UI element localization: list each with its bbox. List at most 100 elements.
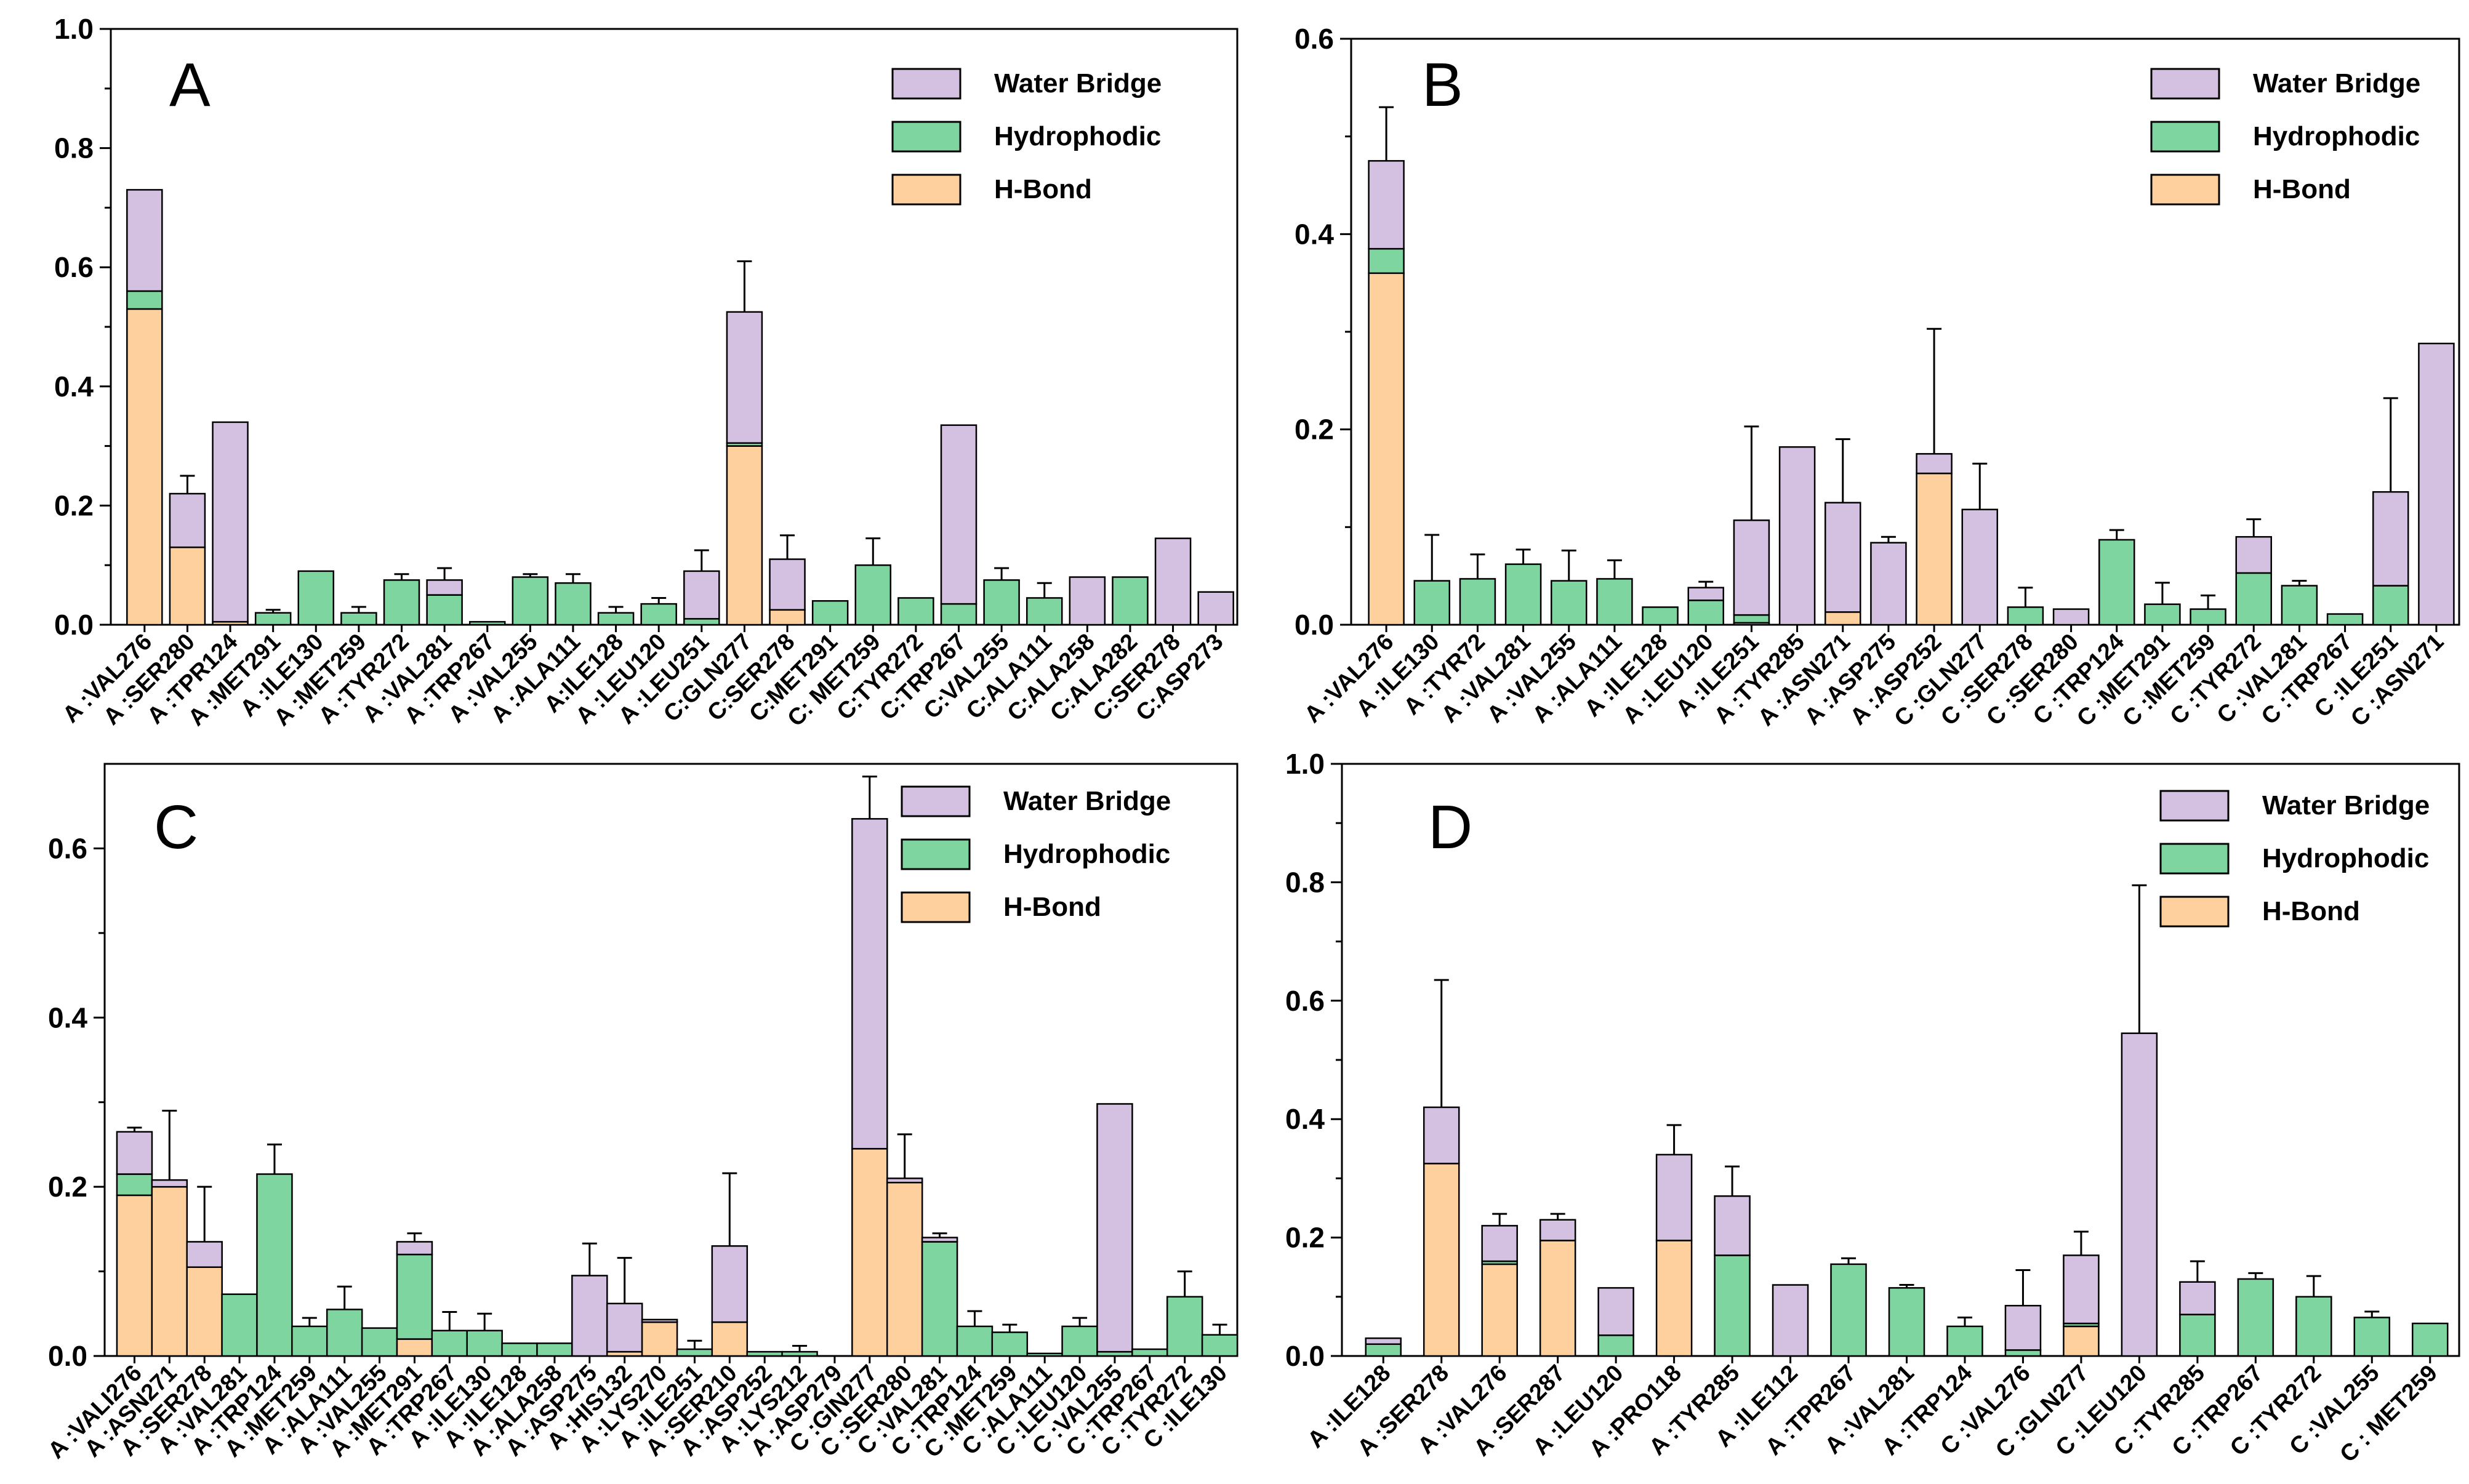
y-tick-label: 0.8: [54, 132, 94, 164]
bar-segment-hydrophodic: [1551, 580, 1588, 626]
bar-segment-water-bridge: [1825, 502, 1861, 613]
bar-segment-h-bond: [151, 1185, 188, 1357]
y-tick-label: 0.6: [54, 251, 94, 283]
y-tick-label: 0.0: [1295, 609, 1334, 641]
bar-segment-hydrophodic: [2237, 1278, 2274, 1357]
bar-segment-hydrophodic: [1642, 606, 1679, 626]
bar-segment-hydrophodic: [1459, 578, 1496, 626]
bar-segment-hydrophodic: [426, 594, 463, 626]
legend-label: Water Bridge: [2253, 68, 2420, 98]
bar-segment-hydrophodic: [1714, 1254, 1751, 1357]
bar-segment-hydrophodic: [361, 1327, 398, 1357]
bar-segment-h-bond: [186, 1266, 223, 1357]
bar-segment-water-bridge: [2418, 342, 2455, 626]
bar-segment-h-bond: [711, 1321, 749, 1357]
bar-segment-water-bridge: [711, 1245, 749, 1323]
legend-label: Hydrophodic: [1003, 839, 1170, 869]
y-tick-label: 0.2: [54, 489, 94, 521]
legend-swatch-water-bridge: [2150, 68, 2220, 100]
bar-segment-hydrophodic: [466, 1330, 503, 1357]
legend-swatch-water-bridge: [2159, 790, 2230, 822]
bar-segment-hydrophodic: [1830, 1263, 1867, 1357]
y-tick-label: 0.4: [1285, 1103, 1325, 1135]
bar-segment-hydrophodic: [1946, 1325, 1983, 1357]
legend-swatch-h-bond: [901, 891, 971, 923]
bar-segment-hydrophodic: [555, 582, 592, 626]
bar-segment-h-bond: [641, 1321, 678, 1357]
bar-segment-hydrophodic: [256, 1173, 293, 1357]
bar-segment-h-bond: [851, 1148, 888, 1357]
y-tick-label: 0.2: [1285, 1222, 1325, 1254]
y-tick-label: 0.4: [54, 371, 94, 403]
bar-segment-water-bridge: [571, 1275, 608, 1357]
panel-letter-c: C: [154, 793, 198, 862]
y-tick-label: 0.2: [48, 1171, 87, 1203]
bar-segment-hydrophodic: [501, 1342, 538, 1357]
bar-segment-h-bond: [1916, 472, 1953, 626]
y-tick-label: 0.0: [48, 1340, 87, 1372]
bar-segment-water-bridge: [1733, 519, 1770, 616]
bar-segment-h-bond: [1423, 1163, 1460, 1357]
bar-segment-water-bridge: [426, 579, 463, 596]
legend-swatch-h-bond: [891, 174, 962, 206]
bar-segment-hydrophodic: [2326, 613, 2364, 626]
bar-segment-hydrophodic: [991, 1331, 1029, 1357]
bar-segment-h-bond: [769, 609, 806, 626]
bar-segment-water-bridge: [769, 558, 806, 611]
bar-segment-hydrophodic: [1201, 1334, 1239, 1357]
bar-segment-hydrophodic: [431, 1330, 468, 1357]
bar-segment-hydrophodic: [468, 620, 506, 626]
bar-segment-hydrophodic: [126, 290, 163, 310]
bar-segment-water-bridge: [1368, 160, 1405, 250]
bar-segment-water-bridge: [1539, 1219, 1576, 1241]
bar-segment-hydrophodic: [2353, 1317, 2391, 1357]
bar-segment-hydrophodic: [781, 1350, 818, 1357]
legend-label: H-Bond: [2262, 896, 2360, 926]
bar-segment-water-bridge: [641, 1318, 678, 1323]
bar-segment-hydrophodic: [1131, 1348, 1168, 1357]
bar-segment-water-bridge: [1772, 1284, 1809, 1357]
bar-segment-hydrophodic: [983, 579, 1020, 626]
bar-segment-water-bridge: [1481, 1225, 1518, 1262]
y-tick-label: 0.6: [1285, 985, 1325, 1017]
bar-segment-water-bridge: [186, 1241, 223, 1268]
bar-segment-hydrophodic: [1413, 580, 1450, 626]
bar-segment-water-bridge: [2121, 1032, 2158, 1357]
bar-segment-water-bridge: [2179, 1281, 2216, 1315]
bar-segment-h-bond: [2063, 1325, 2100, 1357]
bar-segment-water-bridge: [940, 424, 978, 605]
bar-segment-hydrophodic: [746, 1350, 783, 1357]
bar-segment-water-bridge: [2063, 1254, 2100, 1325]
bar-segment-hydrophodic: [1504, 563, 1542, 626]
bar-segment-hydrophodic: [1596, 578, 1633, 626]
bar-segment-hydrophodic: [1026, 1352, 1063, 1357]
y-tick-label: 1.0: [1285, 748, 1325, 780]
panel-letter-d: D: [1428, 793, 1472, 862]
bar-segment-h-bond: [726, 445, 763, 626]
legend-swatch-hydrophodic: [2159, 843, 2230, 875]
bar-segment-h-bond: [1368, 272, 1405, 626]
y-tick-label: 0.6: [48, 832, 87, 864]
legend-swatch-hydrophodic: [891, 121, 962, 153]
bar-segment-hydrophodic: [297, 570, 335, 626]
bar-segment-hydrophodic: [291, 1325, 328, 1357]
bar-segment-hydrophodic: [326, 1309, 363, 1357]
y-tick-label: 0.4: [48, 1001, 87, 1033]
bar-segment-hydrophodic: [1061, 1325, 1098, 1357]
bar-segment-water-bridge: [116, 1131, 153, 1175]
legend-swatch-water-bridge: [901, 785, 971, 817]
bar-segment-hydrophodic: [921, 1241, 958, 1357]
bar-segment-water-bridge: [606, 1302, 643, 1353]
legend-swatch-h-bond: [2150, 174, 2220, 206]
bar-segment-hydrophodic: [897, 597, 934, 626]
bar-segment-water-bridge: [1870, 542, 1907, 626]
bar-segment-hydrophodic: [2179, 1314, 2216, 1357]
legend-swatch-water-bridge: [891, 68, 962, 100]
bar-segment-hydrophodic: [2144, 603, 2181, 626]
bar-segment-h-bond: [1825, 611, 1861, 626]
y-tick-label: 1.0: [54, 13, 94, 45]
bar-segment-h-bond: [116, 1194, 153, 1357]
bar-segment-hydrophodic: [116, 1173, 153, 1197]
